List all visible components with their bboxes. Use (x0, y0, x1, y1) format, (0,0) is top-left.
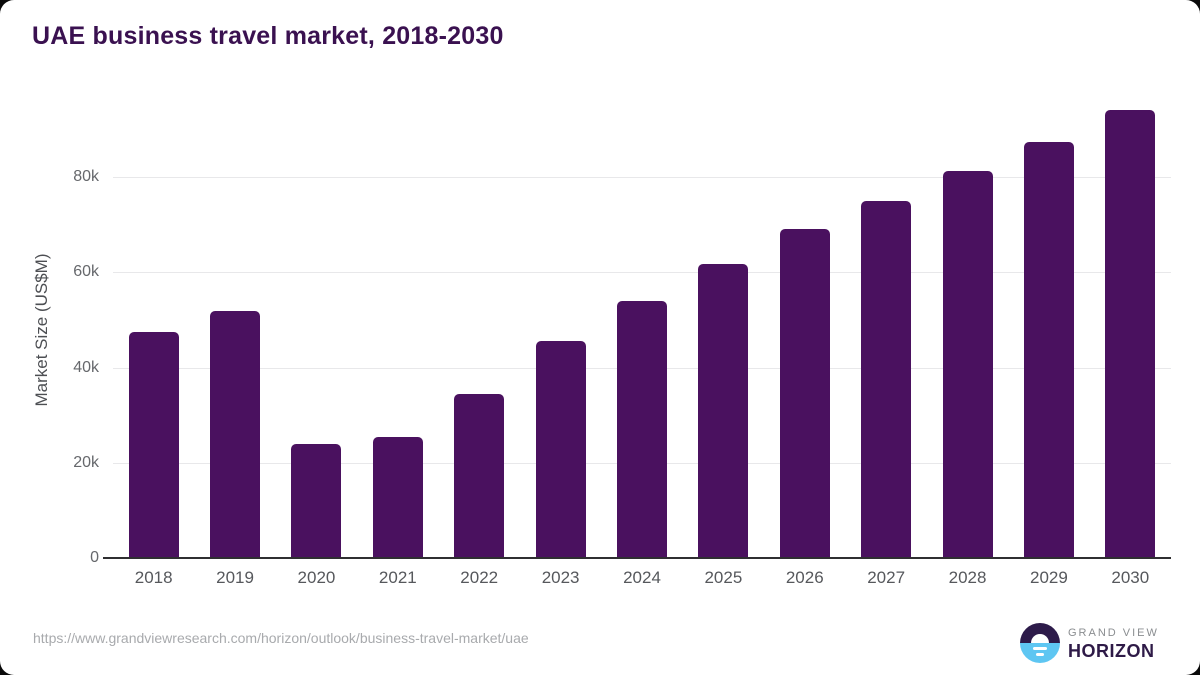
bar-2029 (1023, 142, 1074, 558)
y-tick-20k: 20k (73, 453, 99, 471)
x-tick-2024: 2024 (623, 568, 661, 587)
chart-title: UAE business travel market, 2018-2030 (32, 22, 504, 50)
x-tick-2028: 2028 (948, 568, 987, 587)
x-tick-2020: 2020 (297, 568, 336, 587)
x-tick-2019: 2019 (216, 568, 254, 587)
y-tick-40k: 40k (73, 358, 99, 376)
x-tick-2022: 2022 (460, 568, 499, 587)
bar-2021 (372, 436, 423, 558)
bar-2019 (210, 311, 261, 558)
bar-2024 (617, 300, 667, 558)
bar-2026 (779, 229, 830, 558)
bar-2018 (128, 331, 179, 558)
source-url: https://www.grandviewresearch.com/horizo… (33, 630, 529, 646)
x-tick-2029: 2029 (1030, 568, 1068, 587)
x-tick-2018: 2018 (134, 568, 173, 587)
horizon-sun-icon (1020, 623, 1060, 663)
x-tick-2026: 2026 (785, 568, 824, 587)
logo-text-horizon: HORIZON (1068, 641, 1155, 661)
bar-2028 (942, 170, 993, 558)
x-axis-line (103, 557, 1171, 559)
x-tick-2030: 2030 (1111, 568, 1150, 587)
bar-2022 (454, 394, 505, 558)
y-tick-0: 0 (90, 549, 99, 566)
x-tick-2025: 2025 (704, 568, 743, 587)
gridline-80k (113, 177, 1171, 178)
gridline-60k (113, 272, 1171, 274)
x-tick-2021: 2021 (378, 568, 417, 587)
x-tick-2023: 2023 (541, 568, 580, 587)
bar-2030 (1105, 110, 1156, 558)
bar-2025 (698, 263, 749, 558)
y-tick-80k: 80k (73, 168, 99, 185)
bar-2020 (291, 443, 342, 558)
y-tick-60k: 60k (73, 263, 99, 281)
x-tick-2027: 2027 (867, 568, 906, 587)
bar-2023 (535, 341, 586, 558)
bar-2027 (861, 200, 912, 558)
logo-text-grand-view: GRAND VIEW (1068, 627, 1159, 639)
grand-view-horizon-logo: GRAND VIEW HORIZON (1020, 622, 1170, 664)
